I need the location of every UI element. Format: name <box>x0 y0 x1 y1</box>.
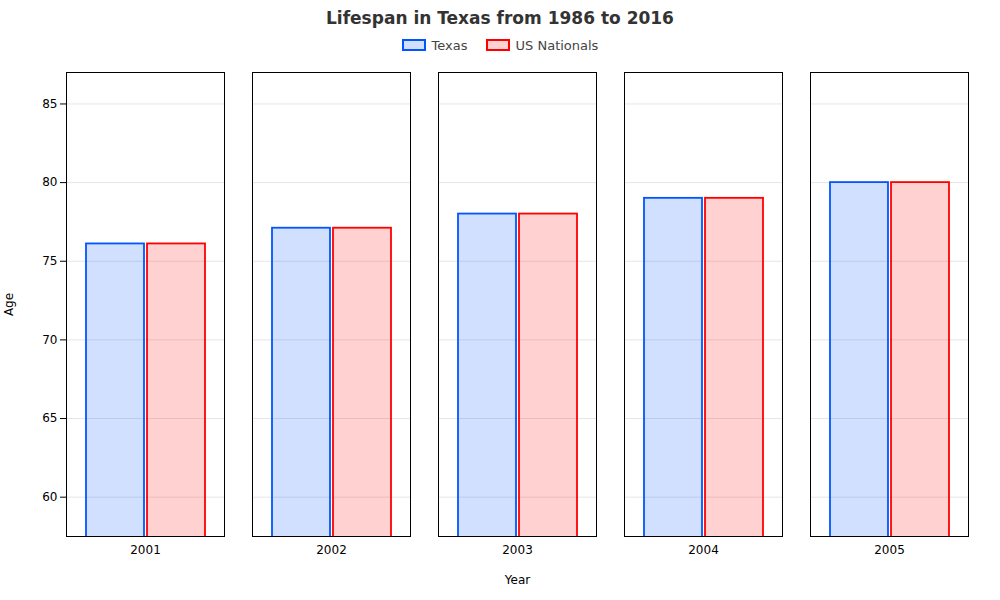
svg-text:2005: 2005 <box>874 543 905 557</box>
svg-text:2002: 2002 <box>316 543 347 557</box>
svg-text:Year: Year <box>504 573 530 587</box>
svg-text:75: 75 <box>42 254 57 268</box>
svg-text:2004: 2004 <box>688 543 719 557</box>
svg-text:80: 80 <box>42 175 57 189</box>
svg-text:85: 85 <box>42 97 57 111</box>
svg-text:2001: 2001 <box>130 543 161 557</box>
svg-text:65: 65 <box>42 411 57 425</box>
svg-text:70: 70 <box>42 333 57 347</box>
html-text:Lifespan in Texas from 1986 to: Lifespan in Texas from 1986 to 2016 <box>326 8 674 28</box>
html-text:Texas: Texas <box>431 37 468 53</box>
svg-text:2003: 2003 <box>502 543 533 557</box>
html-text:US Nationals: US Nationals <box>515 37 599 53</box>
svg-text:Age: Age <box>2 293 16 316</box>
svg-text:60: 60 <box>42 490 57 504</box>
